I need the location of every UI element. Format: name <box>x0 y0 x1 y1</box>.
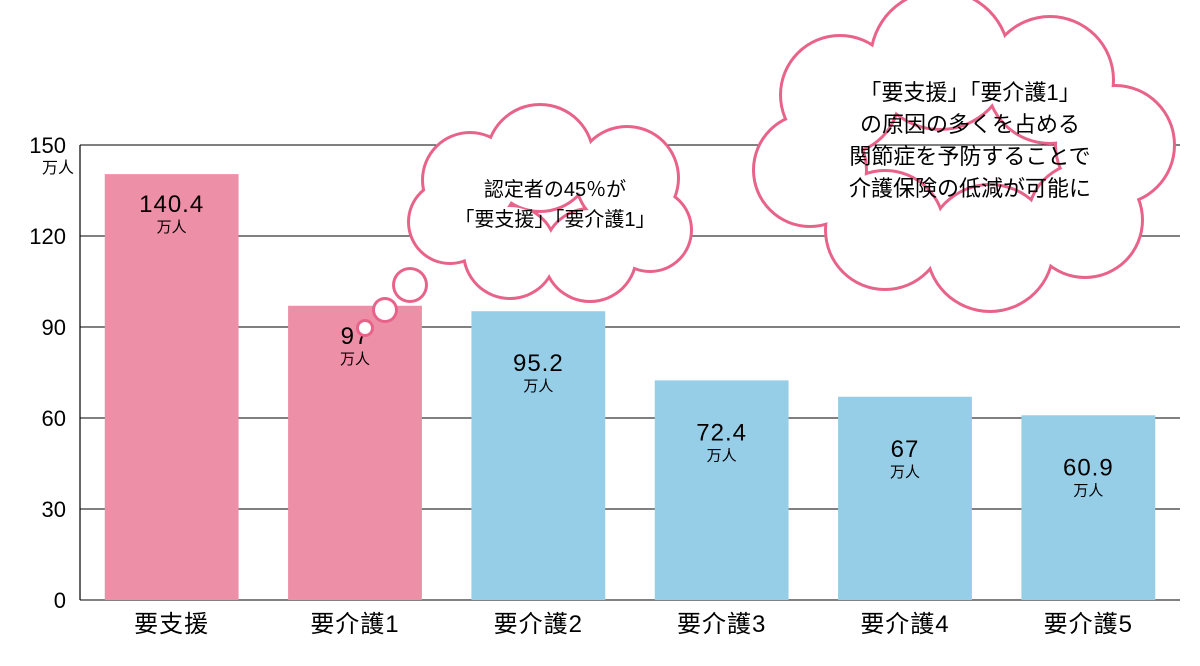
bubble-small-line-1: 「要支援」「要介護1」 <box>454 208 655 231</box>
x-label-3: 要介護3 <box>677 611 766 638</box>
bar-value-unit-5: 万人 <box>1073 482 1103 499</box>
bar-0 <box>105 174 239 600</box>
bar-value-0: 140.4 <box>139 191 204 218</box>
bar-value-2: 95.2 <box>513 350 564 377</box>
y-axis-unit: 万人 <box>42 159 74 177</box>
y-tick-label: 0 <box>54 588 66 613</box>
bar-value-unit-2: 万人 <box>523 378 553 395</box>
bubble-large-line-3: 介護保険の低減が可能に <box>849 176 1091 201</box>
x-label-2: 要介護2 <box>494 611 583 638</box>
bubble-large: 「要支援」「要介護1」の原因の多くを占める関節症を予防することで介護保険の低減が… <box>752 0 1176 313</box>
bubble-large-line-0: 「要支援」「要介護1」 <box>859 80 1080 105</box>
bar-value-unit-4: 万人 <box>890 464 920 481</box>
x-label-4: 要介護4 <box>860 611 949 638</box>
bar-3 <box>655 380 789 600</box>
x-label-1: 要介護1 <box>310 611 399 638</box>
y-tick-label: 60 <box>42 406 66 431</box>
bubble-small-line-0: 認定者の45％が <box>484 178 626 201</box>
x-label-5: 要介護5 <box>1044 611 1133 638</box>
bar-value-unit-1: 万人 <box>340 351 370 368</box>
y-tick-label: 90 <box>42 315 66 340</box>
bar-value-4: 67 <box>891 436 920 463</box>
bar-value-unit-0: 万人 <box>157 219 187 236</box>
y-tick-label: 150 <box>29 133 66 158</box>
bar-4 <box>838 397 972 600</box>
x-label-0: 要支援 <box>134 611 209 638</box>
bar-5 <box>1021 415 1155 600</box>
bubble-large-line-1: の原因の多くを占める <box>860 112 1080 137</box>
bar-value-5: 60.9 <box>1063 454 1114 481</box>
chart-svg: 0306090120150万人140.4万人要支援97万人要介護195.2万人要… <box>0 0 1200 666</box>
bar-value-3: 72.4 <box>696 419 747 446</box>
bar-value-unit-3: 万人 <box>707 447 737 464</box>
care-level-bar-chart: 0306090120150万人140.4万人要支援97万人要介護195.2万人要… <box>0 0 1200 666</box>
y-tick-label: 30 <box>42 497 66 522</box>
y-tick-label: 120 <box>29 224 66 249</box>
bubble-small: 認定者の45％が「要支援」「要介護1」 <box>356 103 693 337</box>
bubble-large-line-2: 関節症を予防することで <box>849 144 1090 169</box>
